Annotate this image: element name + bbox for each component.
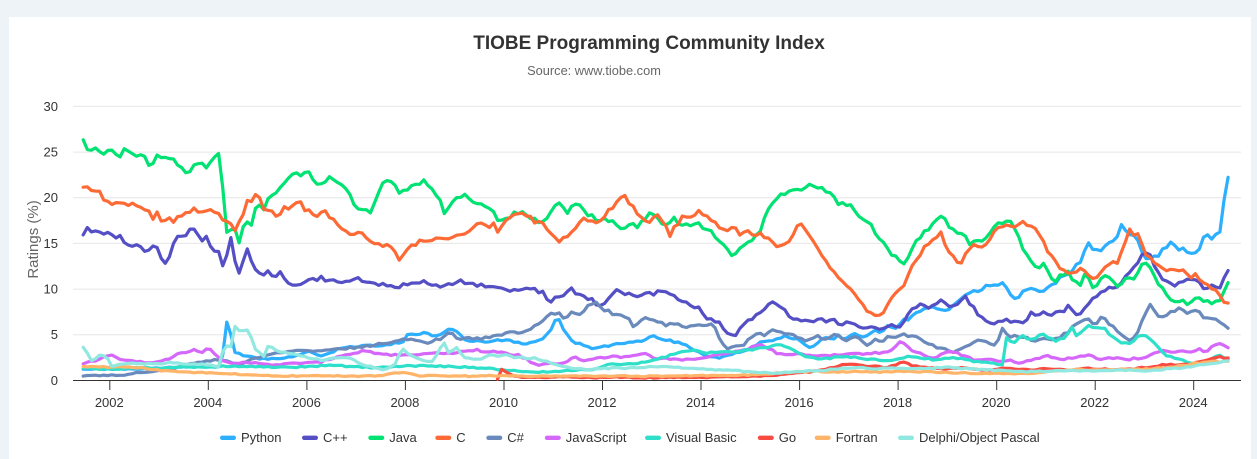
svg-text:2024: 2024 [1179,395,1208,410]
svg-text:TIOBE Programming Community In: TIOBE Programming Community Index [473,33,825,54]
svg-text:JavaScript: JavaScript [566,430,627,445]
svg-text:C: C [456,430,465,445]
svg-text:2022: 2022 [1080,395,1109,410]
svg-text:25: 25 [44,145,58,160]
svg-text:2010: 2010 [489,395,518,410]
svg-text:C#: C# [507,430,524,445]
svg-text:20: 20 [44,190,58,205]
svg-text:Visual Basic: Visual Basic [666,430,737,445]
svg-text:Python: Python [241,430,281,445]
svg-text:2004: 2004 [193,395,222,410]
svg-text:5: 5 [51,327,58,342]
svg-text:Source: www.tiobe.com: Source: www.tiobe.com [527,63,661,78]
svg-text:0: 0 [51,373,58,388]
svg-text:Java: Java [389,430,417,445]
svg-text:C++: C++ [323,430,348,445]
svg-text:15: 15 [44,236,58,251]
svg-text:Ratings (%): Ratings (%) [25,200,42,278]
svg-text:Delphi/Object Pascal: Delphi/Object Pascal [919,430,1040,445]
svg-text:Go: Go [779,430,796,445]
svg-text:30: 30 [44,99,58,114]
svg-text:2018: 2018 [883,395,912,410]
svg-text:Fortran: Fortran [836,430,878,445]
svg-text:2008: 2008 [390,395,419,410]
svg-text:2002: 2002 [95,395,124,410]
svg-text:2014: 2014 [686,395,715,410]
svg-text:2016: 2016 [785,395,814,410]
svg-text:2012: 2012 [588,395,617,410]
svg-text:2020: 2020 [982,395,1011,410]
svg-text:2006: 2006 [292,395,321,410]
svg-text:10: 10 [44,282,58,297]
